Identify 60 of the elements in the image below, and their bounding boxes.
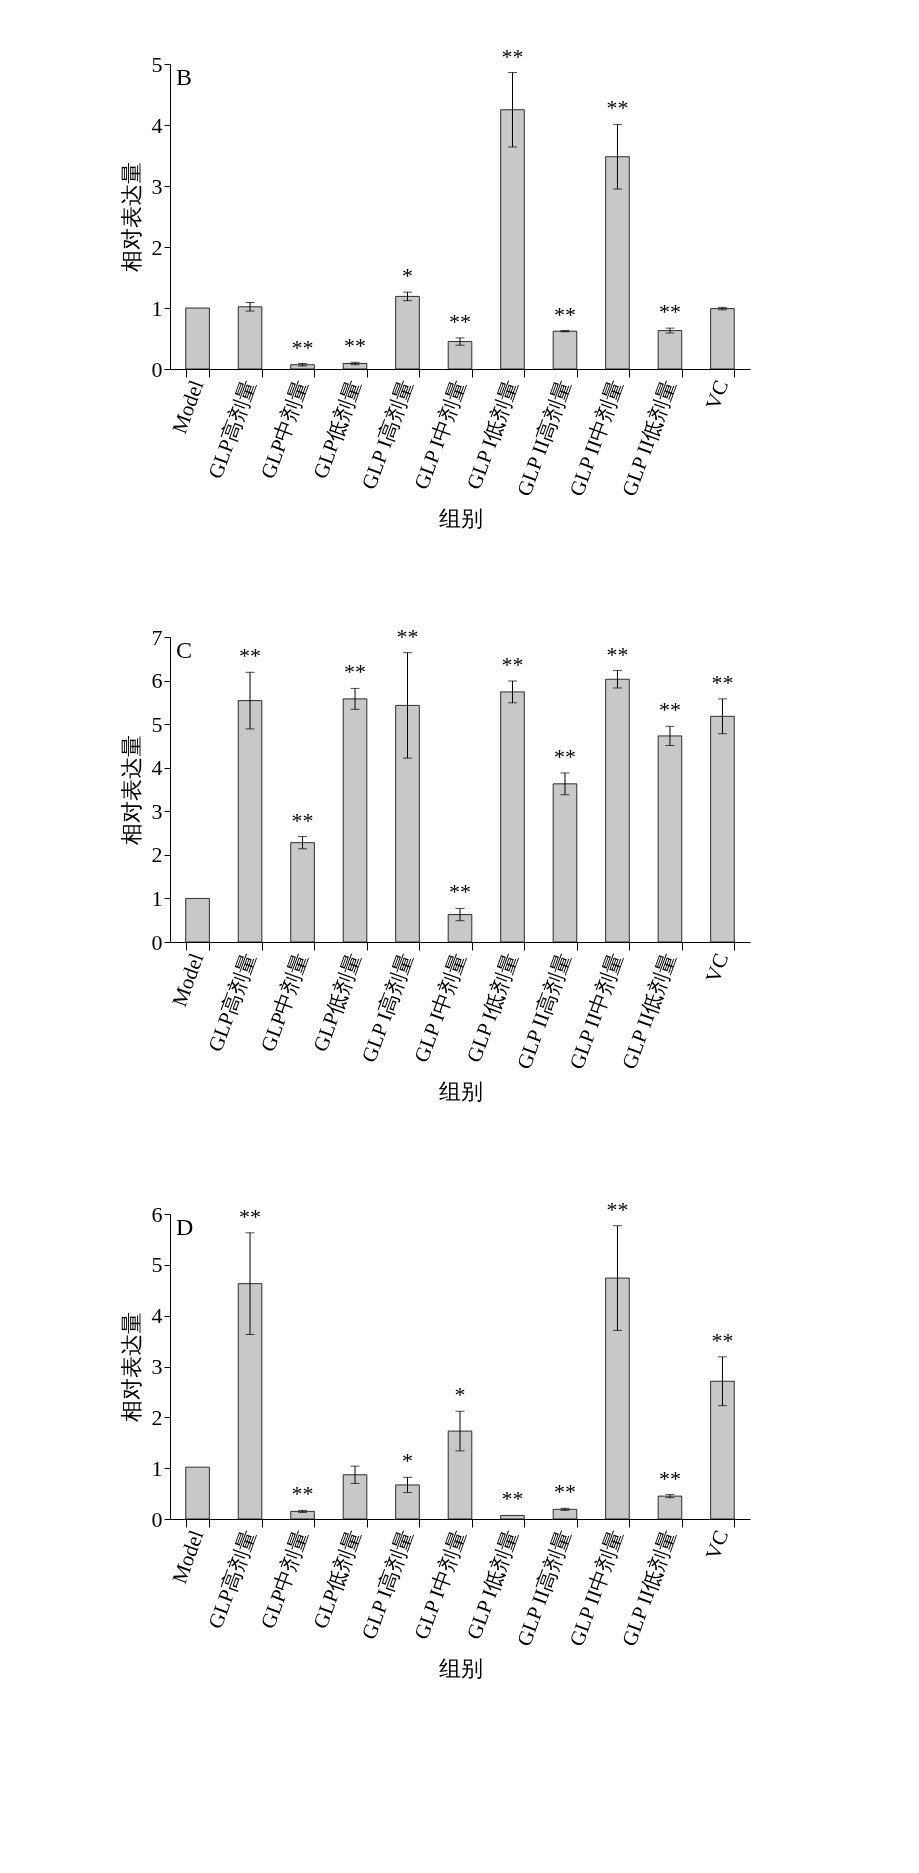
annotation: ** — [658, 299, 681, 325]
annotation: ** — [501, 43, 524, 69]
y-tick-label: 1 — [151, 885, 163, 911]
annotation: ** — [344, 333, 367, 359]
y-tick-label: 4 — [151, 755, 163, 781]
y-tick-label: 7 — [151, 624, 163, 650]
y-tick-label: 6 — [151, 668, 163, 694]
y-tick-label: 4 — [151, 1303, 163, 1329]
chart-title: C — [176, 637, 193, 663]
y-tick-label: 2 — [151, 842, 163, 868]
x-axis-title: 组别 — [438, 1656, 483, 1682]
annotation: ** — [291, 334, 314, 360]
annotation: * — [402, 1448, 414, 1474]
annotation: ** — [449, 879, 471, 905]
annotation: ** — [501, 652, 524, 678]
annotation: ** — [291, 1481, 314, 1507]
y-axis-title: 相对表达量 — [118, 162, 144, 272]
y-tick-label: 0 — [151, 929, 163, 955]
y-tick-label: 2 — [151, 1404, 163, 1430]
y-tick-label: 1 — [151, 295, 163, 321]
annotation: ** — [553, 743, 576, 769]
annotation: ** — [606, 641, 629, 667]
annotation: ** — [606, 95, 629, 121]
y-tick-label: 4 — [151, 112, 163, 138]
annotation: ** — [606, 1196, 629, 1222]
annotation: ** — [711, 669, 734, 695]
y-tick-label: 5 — [151, 51, 163, 77]
x-tick-label: VC — [700, 950, 734, 986]
y-axis-title: 相对表达量 — [118, 735, 144, 845]
y-tick-label: 2 — [151, 234, 163, 260]
x-axis-title: 组别 — [438, 506, 483, 532]
y-tick-label: 1 — [151, 1455, 163, 1481]
chart-title: D — [176, 1214, 194, 1240]
annotation: ** — [291, 807, 314, 833]
annotation: ** — [658, 1465, 681, 1491]
annotation: ** — [344, 659, 367, 685]
x-tick-label: VC — [700, 1527, 734, 1563]
annotation: * — [454, 1382, 466, 1408]
annotation: ** — [711, 1327, 734, 1353]
annotation: ** — [553, 1479, 576, 1505]
annotation: ** — [658, 697, 681, 723]
y-tick-label: 3 — [151, 798, 163, 824]
chart-title: B — [176, 64, 193, 90]
y-tick-label: 3 — [151, 173, 163, 199]
y-tick-label: 5 — [151, 711, 163, 737]
annotation: ** — [239, 643, 262, 669]
annotation: * — [402, 263, 414, 289]
y-tick-label: 0 — [151, 356, 163, 382]
annotation: ** — [239, 1203, 262, 1229]
y-tick-label: 5 — [151, 1252, 163, 1278]
y-tick-label: 0 — [151, 1506, 163, 1532]
annotation: ** — [501, 1486, 524, 1512]
annotation: ** — [449, 308, 471, 334]
x-tick-label: VC — [700, 377, 734, 413]
x-axis-title: 组别 — [438, 1079, 483, 1105]
annotation: ** — [553, 301, 576, 327]
y-tick-label: 3 — [151, 1354, 163, 1379]
y-tick-label: 6 — [151, 1201, 163, 1227]
y-axis-title: 相对表达量 — [118, 1312, 144, 1422]
annotation: ** — [396, 623, 419, 649]
